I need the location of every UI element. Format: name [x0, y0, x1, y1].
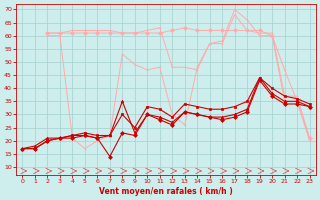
X-axis label: Vent moyen/en rafales ( km/h ): Vent moyen/en rafales ( km/h )	[99, 187, 233, 196]
